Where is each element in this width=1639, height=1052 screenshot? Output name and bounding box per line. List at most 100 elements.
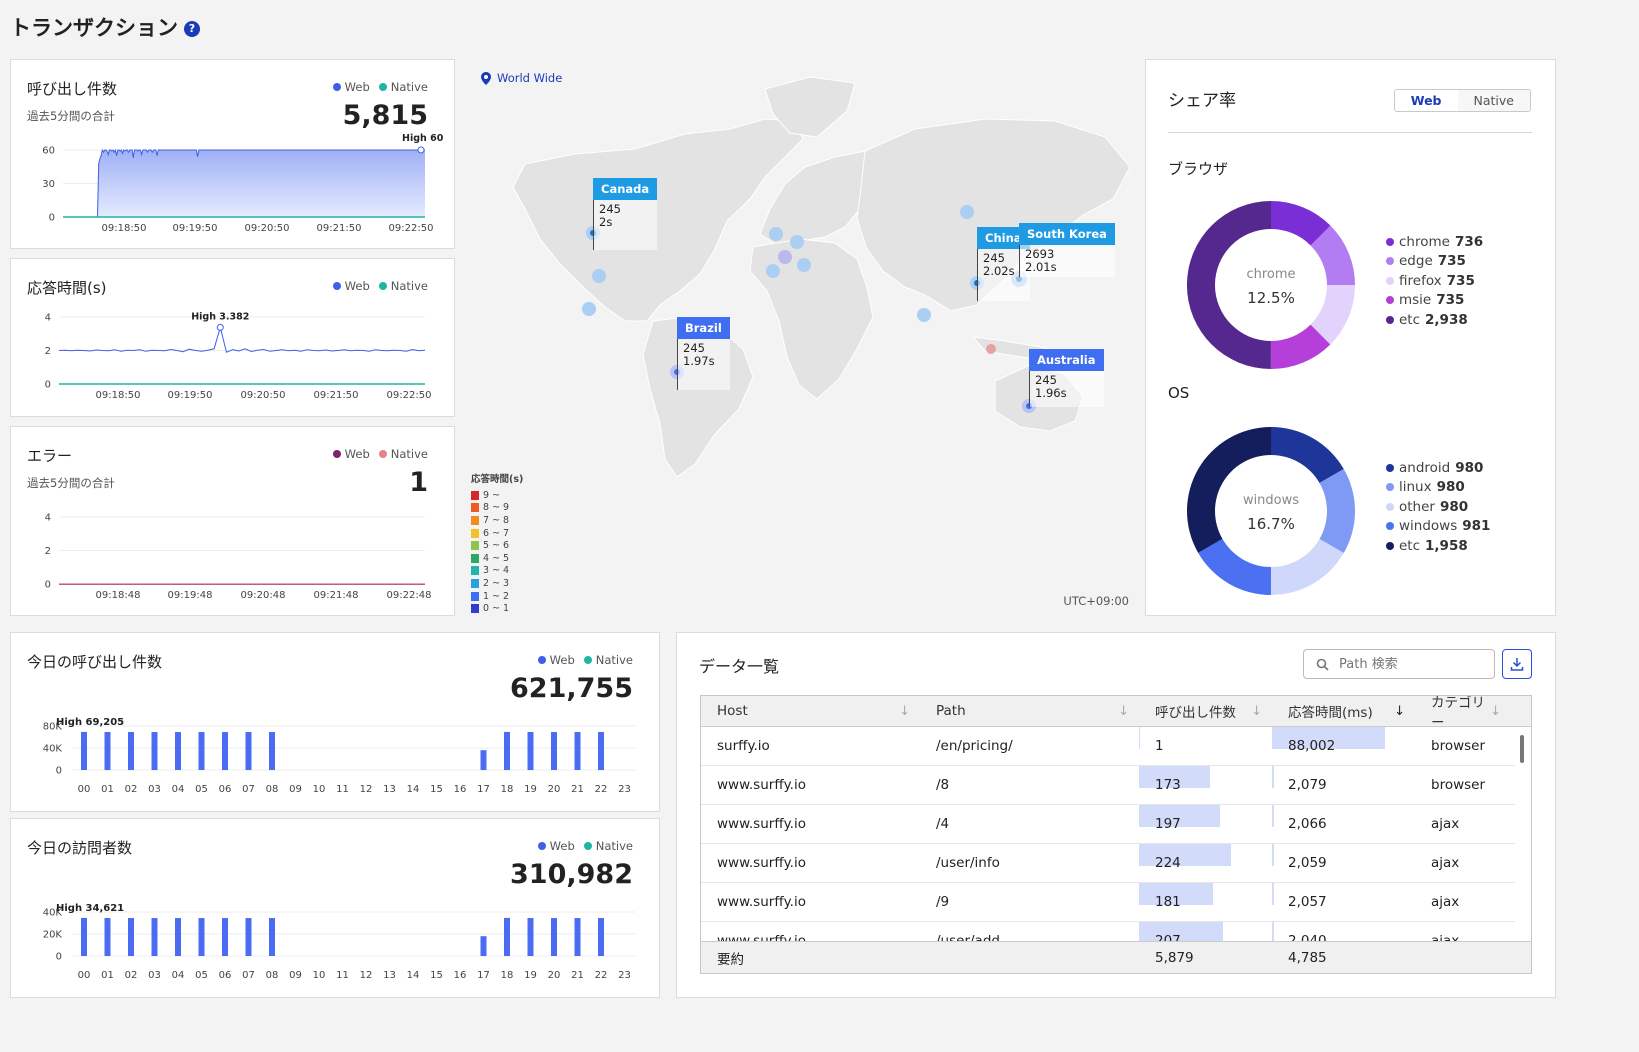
toggle-native[interactable]: Native [1457, 90, 1530, 111]
y-tick-label: 0 [45, 580, 51, 591]
legend-value: 980 [1436, 479, 1465, 496]
legend-web-dot [537, 842, 546, 850]
x-tick-label: 09:18:48 [96, 590, 141, 601]
browser-center-value: 12.5% [1247, 289, 1295, 307]
col-host[interactable]: Host ↓ [701, 703, 920, 719]
x-tick-label: 08 [266, 970, 279, 981]
donut-slice[interactable] [1310, 225, 1356, 286]
col-host-label: Host [717, 703, 748, 719]
legend-native-label: Native [390, 80, 428, 94]
legend-label: msie [1399, 292, 1432, 309]
x-tick-label: 23 [618, 784, 631, 795]
donut-slice[interactable] [1271, 201, 1331, 246]
cell-value-bar [1272, 805, 1275, 827]
page-title-text: トランザクション [10, 16, 178, 40]
x-tick-label: 06 [219, 970, 232, 981]
map-pin-brazil[interactable]: Brazil 245 1.97s [677, 317, 730, 390]
donut-slice[interactable] [1310, 285, 1355, 345]
cell-response-text: 2,079 [1288, 777, 1327, 793]
donut-slice[interactable] [1198, 538, 1271, 595]
cell-host: www.surffy.io [701, 816, 920, 832]
cell-host: surffy.io [701, 738, 920, 754]
table-row[interactable]: www.surffy.io/9 181 2,057 ajax [701, 883, 1515, 922]
divider [1168, 132, 1532, 133]
donut-slice[interactable] [1270, 324, 1331, 370]
x-tick-label: 09:22:50 [389, 223, 434, 234]
map-legend-swatch [471, 503, 479, 513]
y-tick-label: 2 [45, 546, 51, 557]
map-pin-australia[interactable]: Australia 245 1.96s [1029, 349, 1104, 407]
bar [269, 918, 275, 956]
footer-resp: 4,785 [1288, 949, 1327, 966]
x-tick-label: 22 [595, 970, 608, 981]
x-tick-label: 08 [266, 784, 279, 795]
legend-value: 735 [1446, 272, 1475, 289]
donut-slice[interactable] [1187, 427, 1271, 553]
donut-slice[interactable] [1186, 200, 1271, 369]
x-tick-label: 09 [289, 784, 302, 795]
legend-web-dot [332, 282, 341, 290]
map-legend-item: 6 ~ 7 [471, 527, 523, 540]
pin-label: Brazil [677, 317, 730, 339]
legend-error-web: Web [332, 447, 370, 461]
legend-value: 736 [1454, 233, 1484, 250]
map-pin-china[interactable]: China 245 2.02s [977, 227, 1030, 301]
os-donut [1187, 427, 1355, 595]
cell-calls: 1 [1139, 727, 1272, 754]
calls-legend: Web Native [332, 80, 428, 94]
bar [151, 732, 158, 770]
world-map[interactable] [465, 59, 1135, 519]
legend-native: Native [378, 279, 428, 293]
toggle-web[interactable]: Web [1394, 90, 1458, 111]
col-calls[interactable]: 呼び出し件数 ↓ [1139, 701, 1272, 722]
pin-time: 1.97s [683, 354, 715, 368]
table-row[interactable]: www.surffy.io/4 197 2,066 ajax [701, 805, 1515, 844]
map-pin-canada[interactable]: Canada 245 2s [593, 178, 658, 250]
donut-slice[interactable] [1271, 427, 1344, 484]
map-legend-swatch [471, 591, 479, 601]
x-tick-label: 19 [524, 970, 537, 981]
bar [175, 918, 181, 956]
bar [175, 732, 181, 770]
x-tick-label: 17 [477, 784, 490, 795]
map-legend-swatch [471, 528, 479, 538]
map-legend-label: 9 ~ [483, 489, 501, 501]
download-button[interactable] [1502, 649, 1532, 679]
col-path[interactable]: Path ↓ [920, 703, 1139, 719]
map-region-selector[interactable]: World Wide [481, 71, 562, 85]
x-tick-label: 20 [548, 970, 561, 981]
legend-native-label: Native [595, 839, 633, 853]
path-search[interactable] [1303, 649, 1495, 679]
y-tick-label: 0 [45, 380, 51, 391]
os-legend-item: linux 980 [1386, 478, 1490, 498]
table-row[interactable]: www.surffy.io/8 173 2,079 browser [701, 766, 1515, 805]
col-category[interactable]: カテゴリー ↓ [1415, 696, 1511, 731]
response-card: 応答時間(s) Web Native 4 2 0 09:18:50 09:19:50 09… [10, 258, 455, 417]
donut-slice[interactable] [1319, 469, 1355, 554]
legend-dot [1386, 257, 1394, 266]
cell-category: ajax [1415, 894, 1511, 910]
table-row[interactable]: www.surffy.io/user/info 224 2,059 ajax [701, 844, 1515, 883]
today-visitors-value: 310,982 [510, 859, 633, 890]
legend-web-label: Web [549, 839, 575, 853]
legend-native: Native [583, 653, 633, 667]
donut-slice[interactable] [1270, 539, 1344, 595]
table-row[interactable]: surffy.io/en/pricing/1 88,002 browser [701, 727, 1515, 766]
map-pin-south-korea[interactable]: South Korea 2693 2.01s [1019, 223, 1115, 277]
help-icon[interactable]: ? [184, 21, 200, 37]
scrollbar-thumb[interactable] [1520, 735, 1524, 763]
bar [480, 750, 487, 770]
col-response[interactable]: 応答時間(ms) ↓ [1272, 701, 1415, 722]
legend-value: 735 [1436, 292, 1465, 309]
table-row[interactable]: www.surffy.io/user/add 207 2,040 ajax [701, 922, 1515, 941]
table-body[interactable]: surffy.io/en/pricing/1 88,002 browser www.s… [701, 727, 1531, 941]
y-tick-label: 4 [45, 513, 51, 524]
cell-path-text: /9 [936, 894, 950, 910]
browser-legend: chrome 736 edge 735 firefox 735 msie 735 etc 2,93… [1386, 232, 1483, 330]
cell-host: www.surffy.io [701, 855, 920, 871]
search-input[interactable] [1339, 656, 1469, 672]
browser-legend-item: chrome 736 [1386, 232, 1483, 252]
x-tick-label: 07 [242, 784, 255, 795]
map-legend-swatch [471, 566, 479, 576]
legend-native-label: Native [390, 279, 428, 293]
